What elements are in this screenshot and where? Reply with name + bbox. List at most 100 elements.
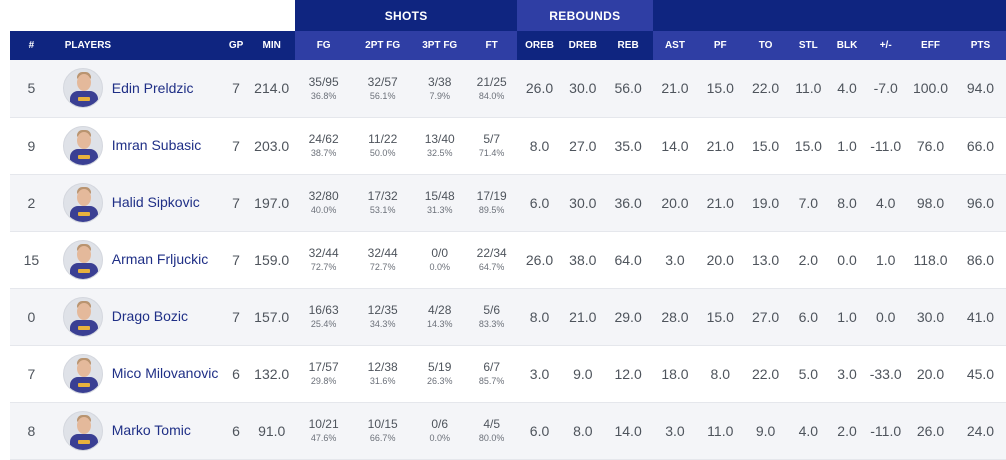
col-header-fg[interactable]: FG [295, 31, 353, 60]
col-header-to[interactable]: TO [743, 31, 788, 60]
ast: 3.0 [652, 231, 698, 289]
to: 15.0 [743, 117, 788, 175]
pf: 11.0 [697, 402, 744, 460]
col-header-eff[interactable]: EFF [906, 31, 955, 60]
table-row: 9 Imran Subasic 7 203.0 24/62 38.7% 11/22… [10, 117, 1006, 175]
player-name-link[interactable]: Halid Sipkovic [111, 194, 200, 211]
pts: 45.0 [954, 345, 1006, 403]
fg-made: 24/62 [308, 132, 339, 147]
fg-cell: 10/21 47.6% [295, 402, 353, 460]
plus-minus: 0.0 [865, 288, 907, 346]
fg-pct: 38.7% [310, 148, 337, 159]
fg2-pct: 34.3% [369, 319, 396, 330]
fg-pct: 72.7% [310, 262, 337, 273]
fg3-made: 4/28 [428, 303, 452, 318]
col-header-pf[interactable]: PF [697, 31, 744, 60]
jersey-number: 7 [10, 345, 53, 403]
fg3-made: 3/38 [428, 74, 452, 89]
pts: 86.0 [954, 231, 1006, 289]
fg-cell: 17/57 29.8% [295, 345, 353, 403]
fg-made: 35/95 [308, 74, 339, 89]
col-header-gp[interactable]: GP [223, 31, 249, 60]
col-header-plus-minus[interactable]: +/- [865, 31, 907, 60]
plus-minus: 4.0 [865, 174, 907, 232]
player-avatar[interactable] [62, 68, 103, 109]
eff: 30.0 [906, 288, 955, 346]
player-avatar[interactable] [62, 182, 103, 223]
col-header-reb[interactable]: REB [603, 31, 653, 60]
fg3-made: 15/48 [424, 189, 455, 204]
player-avatar[interactable] [62, 353, 103, 394]
fg3-cell: 15/48 31.3% [413, 174, 467, 232]
stl: 4.0 [787, 402, 829, 460]
fg2-pct: 72.7% [369, 262, 396, 273]
stl: 15.0 [787, 117, 829, 175]
col-header-pts[interactable]: PTS [954, 31, 1006, 60]
col-header-2pt-fg[interactable]: 2PT FG [352, 31, 414, 60]
group-rebounds: REBOUNDS [517, 0, 653, 31]
jersey-number: 9 [10, 117, 53, 175]
games-played: 7 [223, 288, 249, 346]
col-header-3pt-fg[interactable]: 3PT FG [413, 31, 467, 60]
dreb: 9.0 [561, 345, 604, 403]
fg2-made: 12/38 [367, 360, 398, 375]
pf: 20.0 [697, 231, 744, 289]
plus-minus: -7.0 [865, 60, 907, 118]
stl: 2.0 [787, 231, 829, 289]
pf: 15.0 [697, 288, 744, 346]
oreb: 6.0 [517, 402, 562, 460]
col-header-blk[interactable]: BLK [828, 31, 866, 60]
fg-pct: 47.6% [310, 433, 337, 444]
player-avatar[interactable] [62, 239, 103, 280]
stl: 6.0 [787, 288, 829, 346]
oreb: 8.0 [517, 117, 562, 175]
ft-cell: 5/7 71.4% [466, 117, 518, 175]
fg3-made: 13/40 [424, 132, 455, 147]
fg3-pct: 7.9% [429, 90, 450, 101]
games-played: 7 [223, 60, 249, 118]
player-name-link[interactable]: Marko Tomic [111, 422, 191, 439]
col-header-num[interactable]: # [10, 31, 53, 60]
player-avatar[interactable] [62, 296, 103, 337]
col-header-min[interactable]: MIN [248, 31, 296, 60]
oreb: 8.0 [517, 288, 562, 346]
col-header-oreb[interactable]: OREB [517, 31, 562, 60]
player-name-link[interactable]: Mico Milovanovic [111, 365, 219, 382]
pts: 94.0 [954, 60, 1006, 118]
col-header-stl[interactable]: STL [787, 31, 829, 60]
fg2-made: 11/22 [368, 132, 398, 147]
to: 27.0 [743, 288, 788, 346]
col-header-ast[interactable]: AST [652, 31, 698, 60]
blk: 1.0 [828, 117, 866, 175]
games-played: 7 [223, 117, 249, 175]
fg3-cell: 0/6 0.0% [413, 402, 467, 460]
ft-made: 5/7 [483, 132, 500, 147]
pf: 21.0 [697, 117, 744, 175]
to: 9.0 [743, 402, 788, 460]
fg2-made: 32/44 [367, 246, 398, 261]
minutes: 214.0 [248, 60, 296, 118]
pts: 24.0 [954, 402, 1006, 460]
fg2-cell: 12/35 34.3% [352, 288, 414, 346]
fg3-pct: 14.3% [426, 319, 453, 330]
minutes: 159.0 [248, 231, 296, 289]
player-name-link[interactable]: Drago Bozic [111, 308, 189, 325]
col-header-ft[interactable]: FT [466, 31, 518, 60]
group-shots: SHOTS [295, 0, 518, 31]
fg3-pct: 31.3% [426, 205, 453, 216]
col-header-dreb[interactable]: DREB [561, 31, 604, 60]
fg2-pct: 31.6% [369, 376, 396, 387]
oreb: 3.0 [517, 345, 562, 403]
dreb: 8.0 [561, 402, 604, 460]
column-header-row: # PLAYERS GP MIN FG 2PT FG 3PT FG FT ORE… [10, 31, 1006, 60]
player-name-link[interactable]: Edin Preldzic [111, 79, 194, 96]
player-avatar[interactable] [62, 410, 103, 451]
reb: 35.0 [603, 117, 653, 175]
pf: 21.0 [697, 174, 744, 232]
player-name-link[interactable]: Arman Frljuckic [111, 251, 209, 268]
player-avatar[interactable] [62, 125, 103, 166]
ft-made: 21/25 [476, 74, 507, 89]
col-header-players[interactable]: PLAYERS [52, 31, 224, 60]
oreb: 26.0 [517, 231, 562, 289]
player-name-link[interactable]: Imran Subasic [111, 137, 202, 154]
